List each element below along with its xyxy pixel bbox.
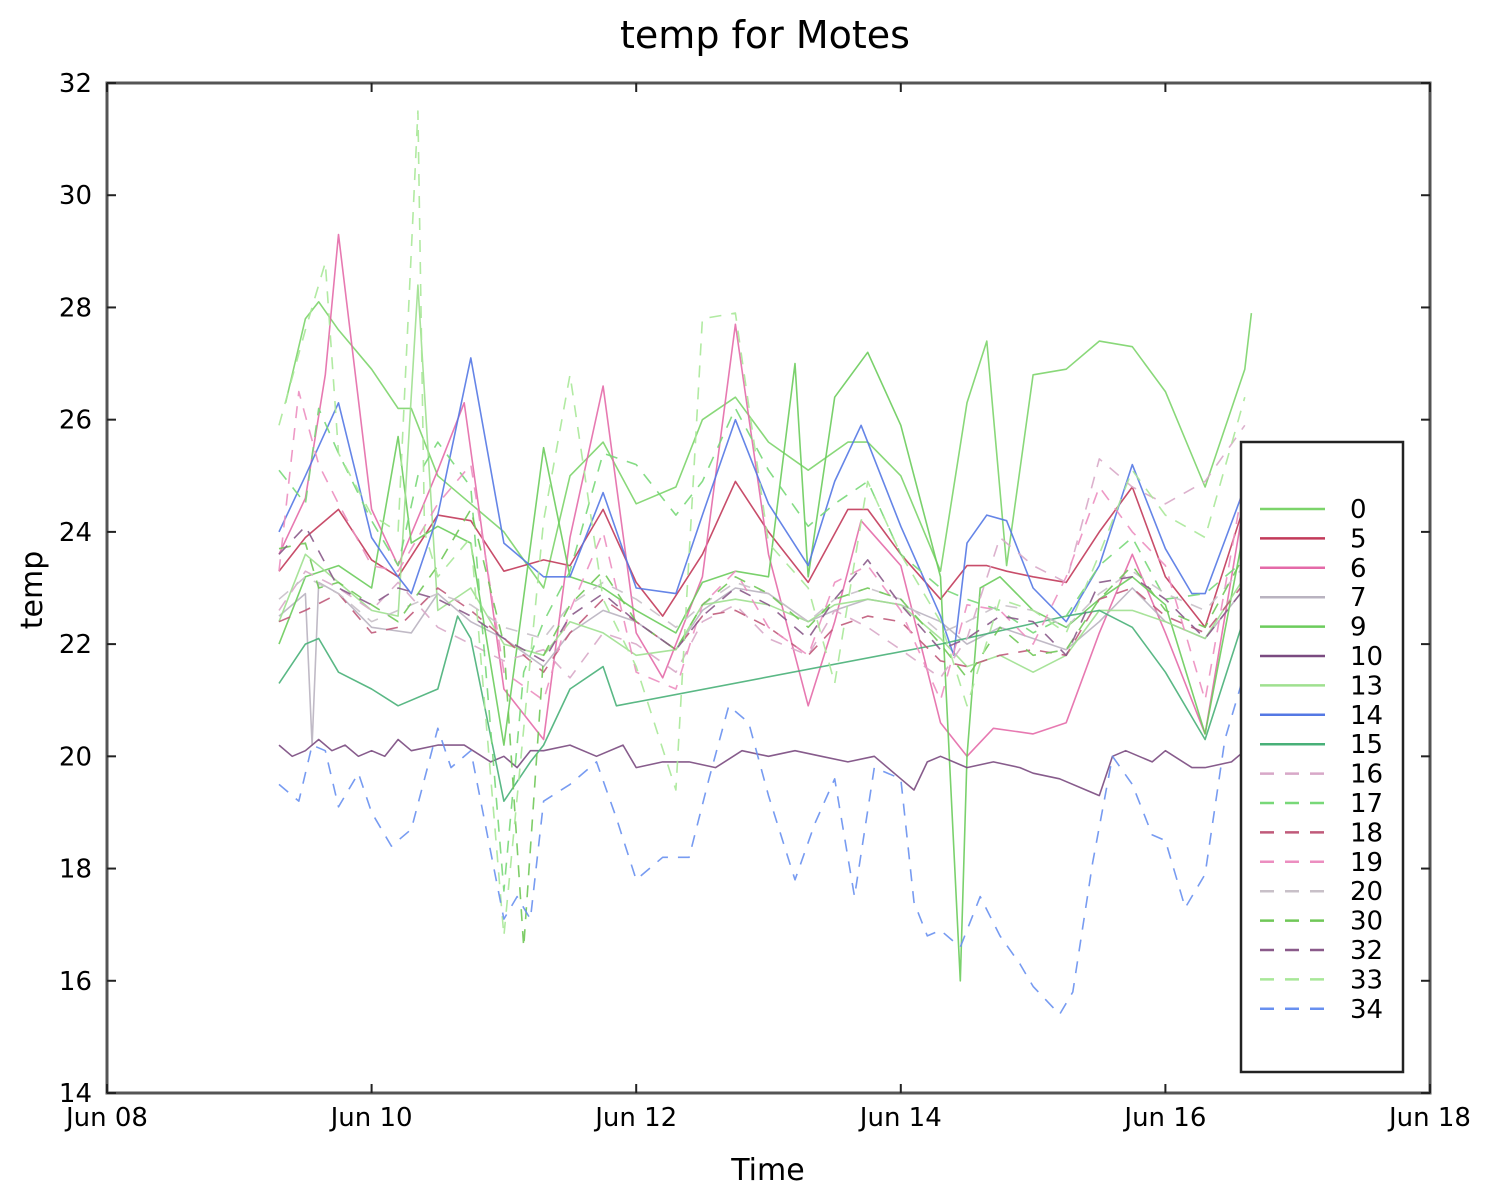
legend-label-19: 19 (1350, 848, 1383, 878)
legend-label-16: 16 (1350, 760, 1383, 790)
legend-label-6: 6 (1350, 554, 1367, 584)
y-tick-label: 18 (59, 855, 92, 885)
legend-label-5: 5 (1350, 524, 1367, 554)
legend-label-0: 0 (1350, 495, 1367, 525)
series-line-30 (278, 508, 1246, 948)
legend-label-30: 30 (1350, 907, 1383, 937)
x-tick-label: Jun 16 (1122, 1103, 1206, 1133)
x-tick-label: Jun 08 (64, 1103, 148, 1133)
series-line-0 (284, 300, 1253, 589)
legend-label-9: 9 (1350, 613, 1367, 643)
chart-title: temp for Motes (620, 13, 910, 57)
x-tick-label: Jun 14 (858, 1103, 942, 1133)
y-tick-label: 16 (59, 967, 92, 997)
legend-box (1239, 440, 1405, 1074)
legend-label-20: 20 (1350, 877, 1383, 907)
y-tick-label: 14 (59, 1079, 92, 1109)
plot-frame (105, 81, 1432, 1095)
legend-label-15: 15 (1350, 730, 1383, 760)
legend-label-13: 13 (1350, 671, 1383, 701)
y-tick-label: 28 (59, 293, 92, 323)
legend-label-34: 34 (1350, 995, 1383, 1025)
series-line-7 (278, 581, 1246, 746)
y-tick-label: 26 (59, 406, 92, 436)
legend-label-14: 14 (1350, 701, 1383, 731)
legend-label-17: 17 (1350, 789, 1383, 819)
tick-layer: Jun 08 Jun 10 Jun 12 Jun 14 Jun 16 Jun 18 14 16… (59, 69, 1471, 1133)
series-line-34 (278, 671, 1246, 1016)
series-line-19 (278, 390, 1246, 702)
x-tick-label: Jun 10 (329, 1103, 413, 1133)
series-line-10 (278, 738, 1246, 797)
y-tick-label: 30 (59, 181, 92, 211)
x-tick-label: Jun 12 (593, 1103, 677, 1133)
legend-label-18: 18 (1350, 818, 1383, 848)
series-line-33 (278, 110, 1246, 937)
y-axis-label: temp (15, 551, 50, 630)
series-line-14 (278, 357, 1246, 657)
y-tick-label: 22 (59, 630, 92, 660)
series-line-15 (278, 609, 1246, 803)
legend-label-32: 32 (1350, 936, 1383, 966)
legend-label-7: 7 (1350, 583, 1367, 613)
x-axis-label: Time (730, 1153, 804, 1188)
legend-label-10: 10 (1350, 642, 1383, 672)
legend-label-33: 33 (1350, 965, 1383, 995)
y-tick-label: 24 (59, 518, 92, 548)
x-tick-label: Jun 18 (1387, 1103, 1471, 1133)
series-layer (278, 110, 1253, 1016)
y-tick-label: 20 (59, 742, 92, 772)
y-tick-label: 32 (59, 69, 92, 99)
series-line-17 (278, 407, 1246, 892)
